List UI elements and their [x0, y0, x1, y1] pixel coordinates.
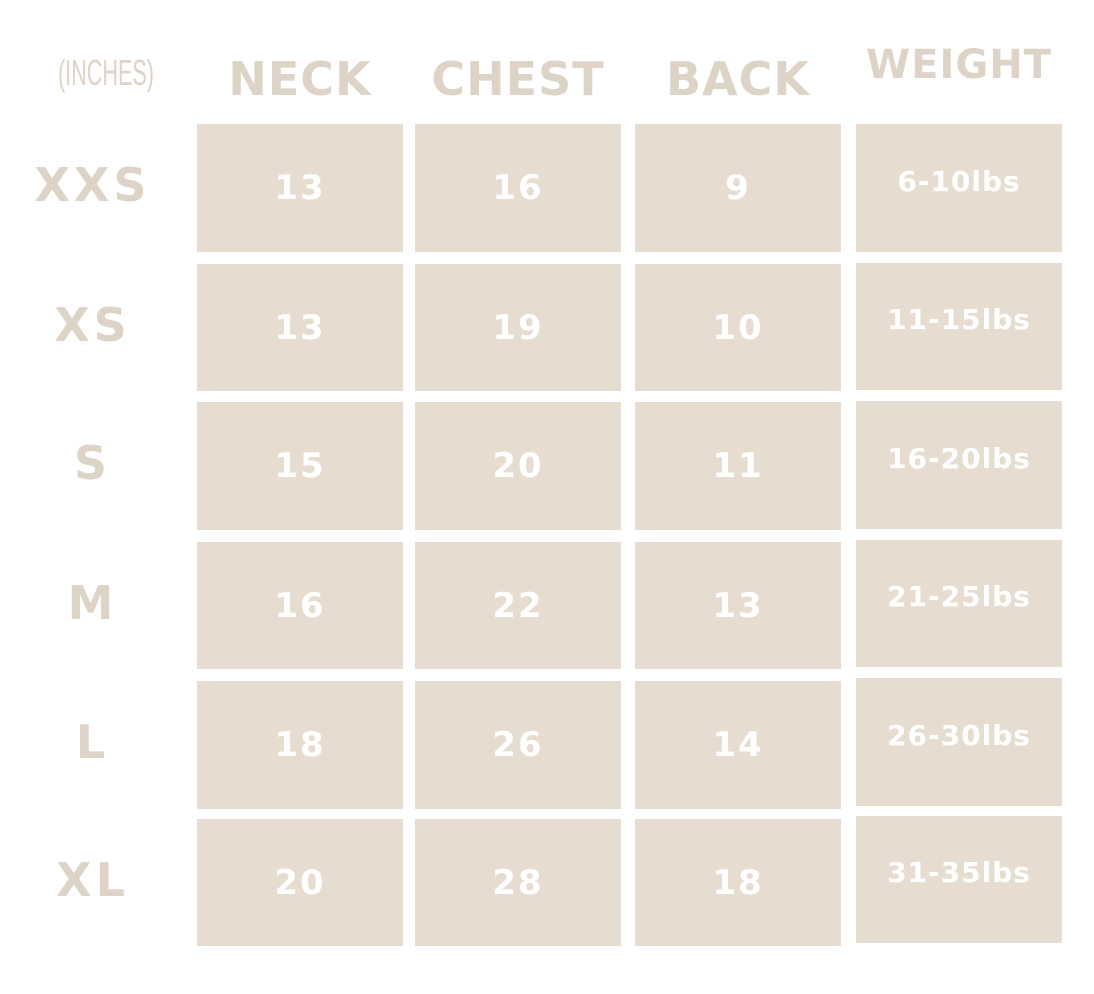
units-label: (INCHES)	[58, 52, 154, 93]
column-header-neck: NECK	[228, 52, 372, 106]
cell-xxs-chest: 16	[415, 124, 621, 252]
column-header-chest: CHEST	[431, 52, 605, 106]
cell-xl-chest: 28	[415, 819, 621, 946]
row-label-xs: XS	[54, 297, 131, 352]
cell-xl-neck: 20	[197, 819, 403, 946]
cell-l-back: 14	[635, 681, 841, 809]
cell-s-neck: 15	[197, 402, 403, 530]
cell-xl-weight: 31-35lbs	[856, 816, 1062, 943]
cell-xs-neck: 13	[197, 264, 403, 391]
cell-m-weight: 21-25lbs	[856, 540, 1062, 667]
cell-xs-chest: 19	[415, 264, 621, 391]
row-label-s: S	[73, 436, 112, 490]
cell-s-weight: 16-20lbs	[856, 401, 1062, 529]
cell-l-weight: 26-30lbs	[856, 678, 1062, 806]
column-header-back: BACK	[665, 52, 811, 106]
column-header-weight: WEIGHT	[866, 42, 1052, 88]
cell-xxs-neck: 13	[197, 124, 403, 252]
cell-xl-back: 18	[635, 819, 841, 946]
row-label-xl: XL	[56, 852, 129, 907]
row-label-l: L	[75, 715, 110, 769]
cell-xxs-back: 9	[635, 124, 841, 252]
cell-m-chest: 22	[415, 542, 621, 669]
row-label-xxs: XXS	[34, 158, 151, 212]
cell-s-chest: 20	[415, 402, 621, 530]
cell-l-neck: 18	[197, 681, 403, 809]
cell-m-neck: 16	[197, 542, 403, 669]
cell-s-back: 11	[635, 402, 841, 530]
cell-m-back: 13	[635, 542, 841, 669]
cell-xs-back: 10	[635, 264, 841, 391]
cell-l-chest: 26	[415, 681, 621, 809]
cell-xs-weight: 11-15lbs	[856, 263, 1062, 390]
cell-xxs-weight: 6-10lbs	[856, 124, 1062, 252]
row-label-m: M	[67, 575, 118, 630]
